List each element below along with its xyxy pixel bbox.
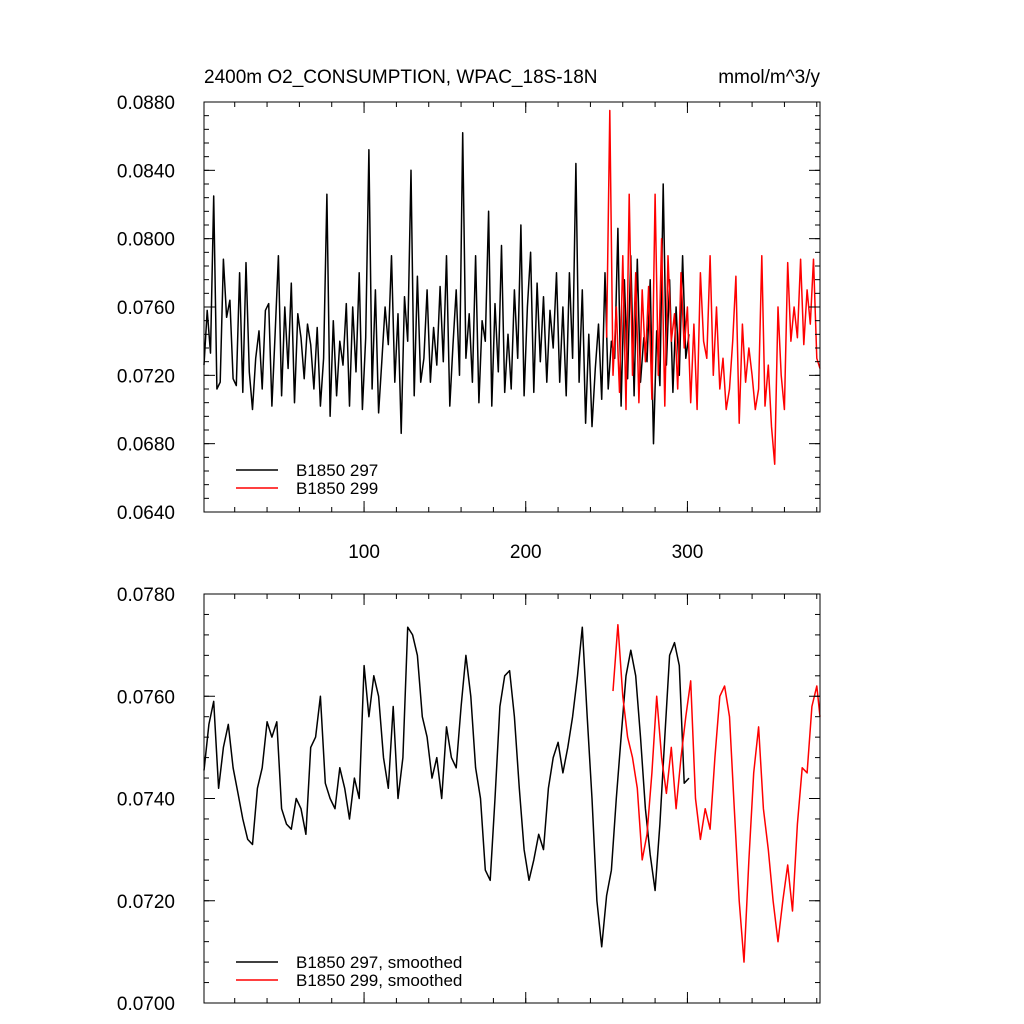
panel2-y-tick-label: 0.0720 xyxy=(117,892,175,913)
top-panel: 0.0640 0.0680 0.0720 0.0760 0.0800 0.0840 0.08… xyxy=(117,93,820,563)
panel1-y-tick-label: 0.0800 xyxy=(117,230,175,251)
panel2-y-tick-label: 0.0780 xyxy=(117,585,175,606)
panel2-y-tick-label: 0.0700 xyxy=(117,994,175,1015)
plot-title: 2400m O2_CONSUMPTION, WPAC_18S-18N xyxy=(204,67,598,88)
panel1-legend-label-1: B1850 297 xyxy=(296,461,378,480)
panel1-legend-label-2: B1850 299 xyxy=(296,479,378,498)
panel2-y-tick-label: 0.0740 xyxy=(117,790,175,811)
panel1-x-tick-label: 200 xyxy=(510,542,542,563)
units-label: mmol/m^3/y xyxy=(718,67,820,88)
panel1-x-tick-label: 100 xyxy=(348,542,380,563)
panel2-legend-label-1: B1850 297, smoothed xyxy=(296,953,462,972)
panel1-y-tick-label: 0.0840 xyxy=(117,161,175,182)
panel1-y-tick-label: 0.0680 xyxy=(117,435,175,456)
panel1-y-tick-label: 0.0880 xyxy=(117,93,175,114)
panel2-series-1-line xyxy=(204,627,689,947)
panel1-y-tick-label: 0.0640 xyxy=(117,503,175,524)
panel1-y-tick-label: 0.0720 xyxy=(117,366,175,387)
panel2-legend-label-2: B1850 299, smoothed xyxy=(296,971,462,990)
bottom-panel: 0.0700 0.0720 0.0740 0.0760 0.0780 B1850 297,… xyxy=(117,585,820,1015)
panel1-x-tick-label: 300 xyxy=(672,542,704,563)
panel1-plot-frame xyxy=(204,102,820,512)
panel1-y-tick-label: 0.0760 xyxy=(117,298,175,319)
panel1-series-1-line xyxy=(204,133,689,444)
panel2-y-tick-label: 0.0760 xyxy=(117,687,175,708)
